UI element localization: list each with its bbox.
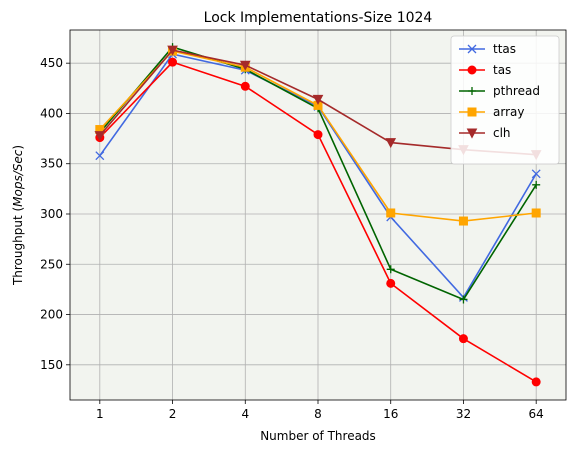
x-tick-label: 1	[96, 407, 104, 421]
data-point-tas	[168, 57, 178, 67]
x-tick-label: 64	[529, 407, 544, 421]
x-axis-title: Number of Threads	[260, 429, 376, 443]
legend-entry-clh: clh	[459, 126, 511, 140]
legend-label: tas	[493, 63, 511, 77]
legend-marker	[468, 87, 476, 95]
data-point-tas	[458, 334, 468, 344]
legend-entry-tas: tas	[459, 63, 511, 77]
legend-label: ttas	[493, 42, 516, 56]
y-tick-label: 150	[40, 358, 63, 372]
data-point-clh	[167, 45, 178, 56]
legend-entry-ttas: ttas	[459, 42, 516, 56]
data-point-tas	[386, 278, 396, 288]
data-point-array	[386, 208, 396, 218]
legend-marker	[466, 128, 478, 139]
data-point-tas	[313, 130, 323, 140]
data-point-pthread	[459, 295, 468, 304]
x-tick-label: 16	[383, 407, 398, 421]
y-tick-label: 250	[40, 257, 63, 271]
y-tick-label: 300	[40, 207, 63, 221]
y-tick-label: 350	[40, 157, 63, 171]
x-tick-label: 32	[456, 407, 471, 421]
x-tick-label: 4	[241, 407, 249, 421]
data-point-array	[458, 216, 468, 226]
data-point-clh	[94, 131, 106, 142]
data-point-tas	[240, 81, 250, 91]
x-tick-label: 8	[314, 407, 322, 421]
legend: ttas tas pthread array clh	[450, 35, 560, 165]
y-tick-label: 450	[40, 56, 63, 70]
data-point-ttas	[95, 151, 105, 161]
chart-title: Lock Implementations-Size 1024	[204, 10, 433, 26]
legend-marker	[467, 65, 477, 75]
y-tick-label: 200	[40, 308, 63, 322]
y-tick-label: 400	[40, 106, 63, 120]
legend-label: array	[493, 105, 524, 119]
legend-box	[450, 35, 560, 165]
legend-marker	[467, 44, 477, 54]
legend-label: clh	[493, 126, 511, 140]
data-point-clh	[385, 138, 397, 149]
legend-marker	[467, 107, 477, 117]
plot-frame	[69, 29, 567, 401]
data-point-tas	[531, 377, 541, 387]
y-axis-title: Throughput (Mops/Sec)	[11, 145, 25, 286]
data-point-clh	[312, 94, 324, 105]
data-point-ttas	[531, 169, 541, 179]
legend-label: pthread	[493, 84, 540, 98]
x-tick-label: 2	[169, 407, 177, 421]
data-point-pthread	[532, 180, 541, 189]
data-point-pthread	[386, 265, 395, 274]
data-point-clh	[239, 60, 251, 71]
legend-entry-pthread: pthread	[459, 84, 540, 98]
data-point-array	[531, 208, 541, 218]
legend-entry-array: array	[459, 105, 524, 119]
